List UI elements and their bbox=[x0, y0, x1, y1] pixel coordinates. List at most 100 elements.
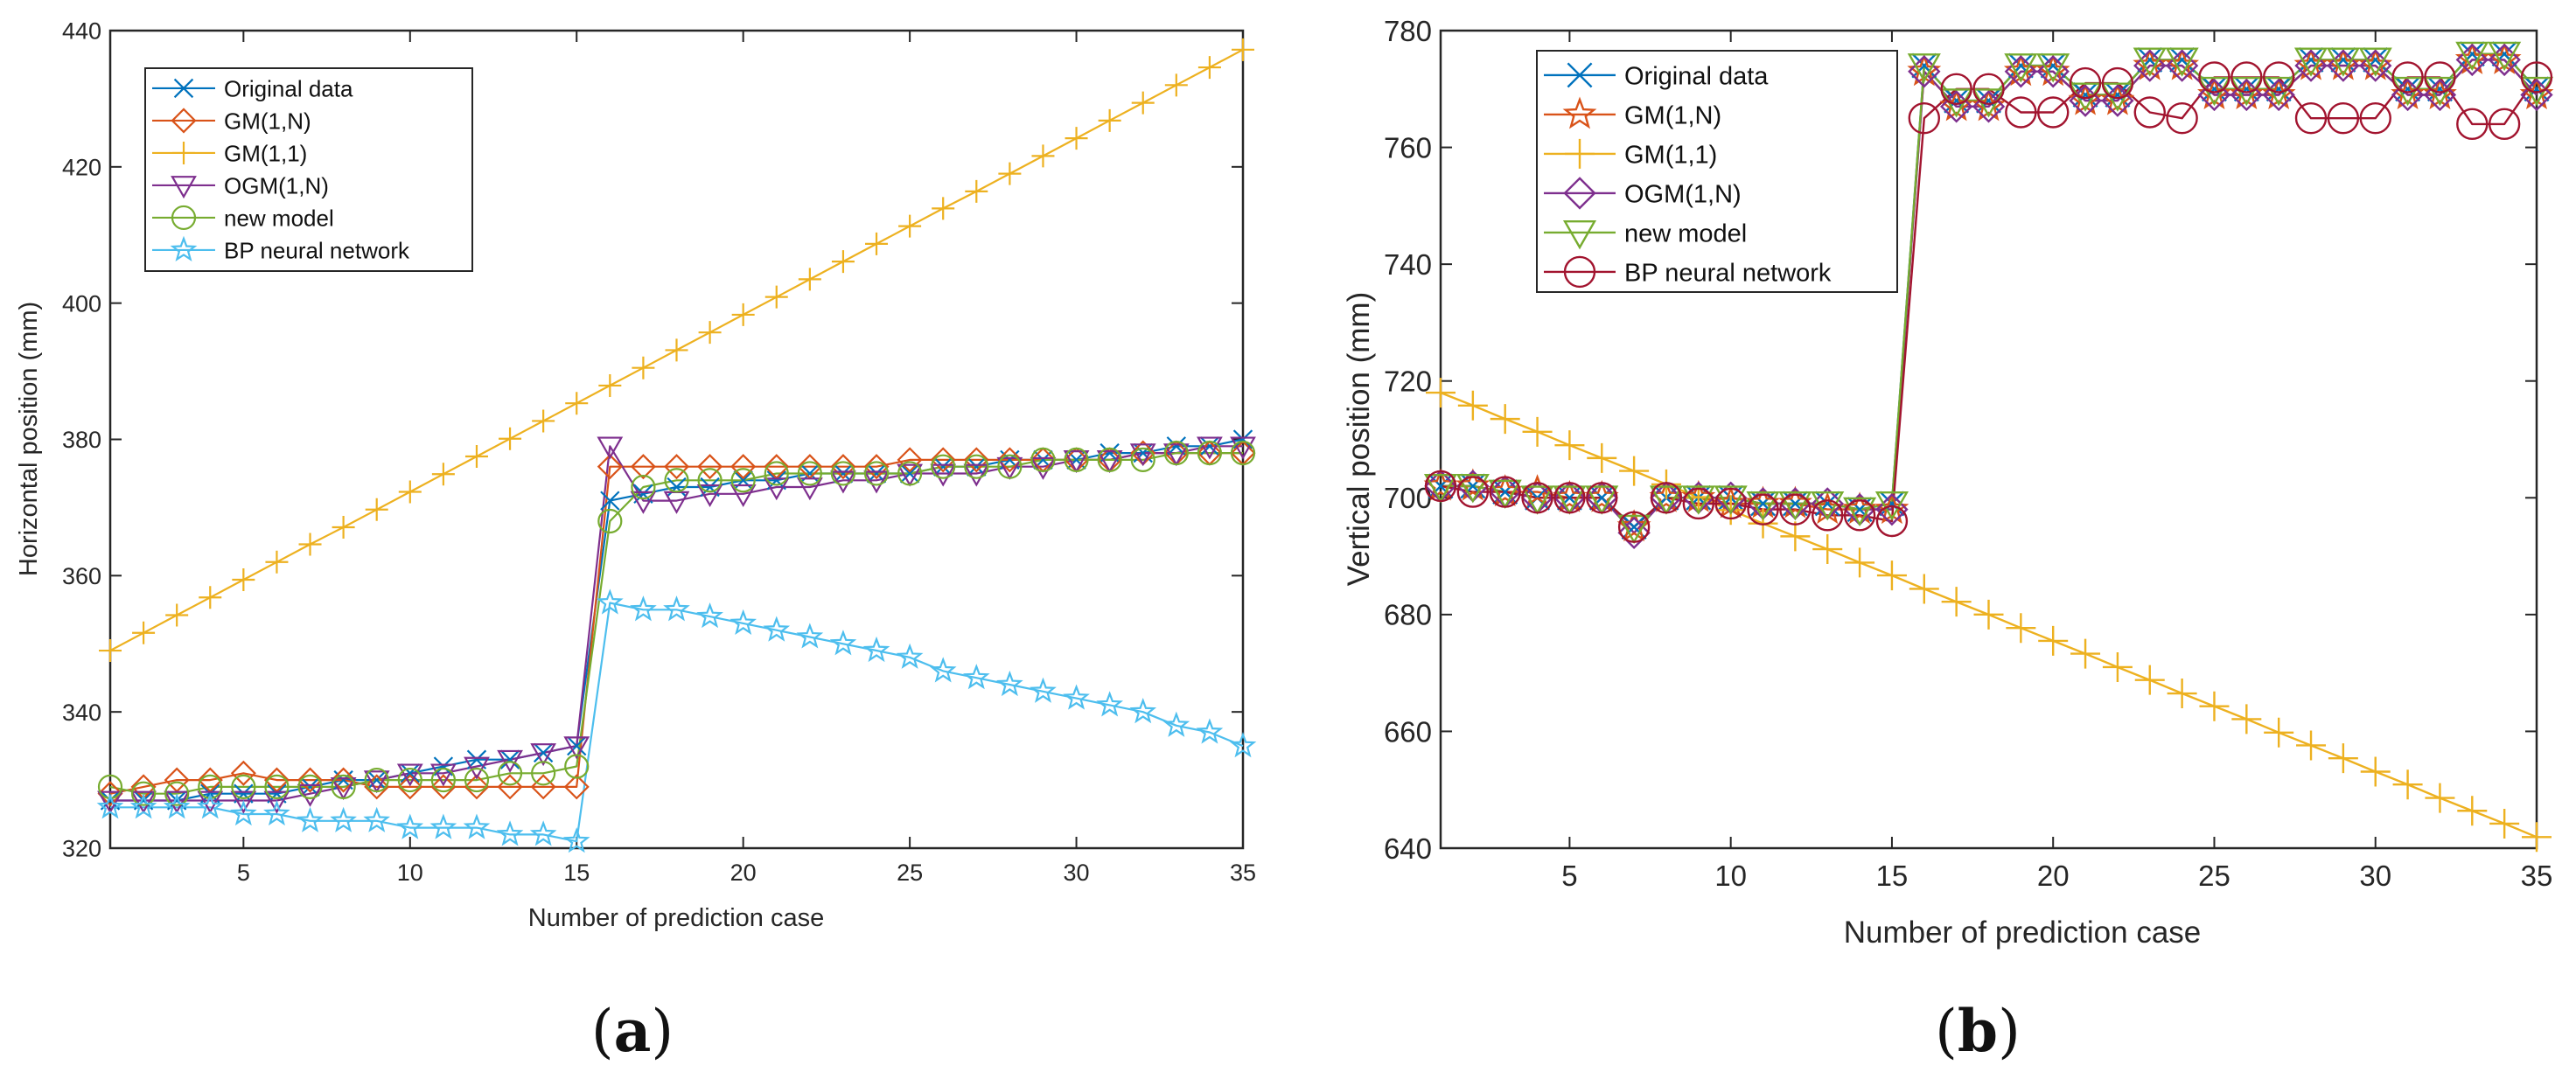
data-point bbox=[2457, 796, 2488, 826]
data-point bbox=[1714, 485, 1748, 515]
legend: Original data GM(1,N) GM(1,1) OGM(1,N) new m… bbox=[144, 67, 473, 272]
data-point bbox=[1845, 547, 1875, 578]
legend-entry-label: new model bbox=[224, 205, 334, 231]
data-point bbox=[265, 550, 289, 574]
series-line-5 bbox=[110, 602, 1244, 843]
data-point bbox=[1681, 485, 1715, 515]
data-point bbox=[663, 595, 690, 622]
legend-entry-label: BP neural network bbox=[224, 237, 410, 263]
data-point bbox=[197, 790, 224, 814]
data-point bbox=[363, 806, 391, 832]
data-point bbox=[831, 250, 855, 274]
data-point bbox=[733, 470, 753, 491]
y-tick-label: 780 bbox=[1384, 15, 1432, 47]
data-point bbox=[2391, 61, 2424, 94]
data-point bbox=[663, 454, 690, 480]
data-point bbox=[932, 197, 955, 220]
data-point bbox=[530, 774, 556, 800]
data-point bbox=[2520, 78, 2553, 112]
panel-label-b: (b) bbox=[1935, 997, 2021, 1065]
data-point bbox=[431, 463, 455, 486]
axis-ticks: 5 10 15 20 25 30 35 640 660 680 700 720 740 760 780 bbox=[1384, 15, 2552, 892]
data-point bbox=[2166, 101, 2198, 135]
data-point bbox=[1747, 493, 1779, 526]
data-point bbox=[830, 461, 856, 486]
data-point bbox=[1650, 482, 1683, 514]
data-point bbox=[2491, 41, 2517, 67]
data-point bbox=[1030, 677, 1057, 703]
data-point bbox=[330, 806, 357, 832]
data-point bbox=[565, 392, 589, 415]
data-point bbox=[1424, 470, 1457, 503]
data-point bbox=[1874, 491, 1909, 521]
data-point bbox=[130, 790, 157, 814]
data-point bbox=[464, 767, 490, 793]
data-point bbox=[1129, 698, 1157, 724]
data-point bbox=[730, 484, 757, 508]
data-point bbox=[499, 427, 522, 450]
data-point bbox=[2392, 769, 2423, 800]
data-point bbox=[697, 468, 723, 493]
series-markers bbox=[1423, 41, 2554, 853]
data-point bbox=[1230, 436, 1256, 460]
x-tick-label: 20 bbox=[2037, 860, 2070, 892]
data-point bbox=[164, 781, 190, 806]
data-point bbox=[863, 470, 890, 494]
data-point bbox=[165, 603, 189, 627]
data-point bbox=[297, 767, 324, 793]
data-point bbox=[2524, 76, 2550, 102]
series-markers-2 bbox=[99, 38, 1254, 663]
data-point bbox=[1812, 534, 1843, 565]
data-point bbox=[97, 790, 123, 814]
data-point bbox=[1879, 491, 1905, 517]
data-point bbox=[1973, 599, 2004, 630]
data-point bbox=[1163, 440, 1189, 466]
data-point bbox=[2262, 78, 2295, 112]
data-point bbox=[1488, 479, 1522, 510]
data-point bbox=[2165, 49, 2199, 82]
legend-entry-label: BP neural network bbox=[1624, 259, 1832, 287]
x-tick-label: 35 bbox=[1230, 860, 1256, 886]
data-point bbox=[1426, 378, 1456, 408]
x-tick-label: 15 bbox=[563, 860, 590, 886]
legend-swatch-marker bbox=[1565, 138, 1595, 169]
data-point bbox=[1939, 90, 1973, 123]
data-point bbox=[1457, 390, 1488, 421]
x-tick-label: 5 bbox=[237, 860, 250, 886]
data-point bbox=[862, 636, 890, 663]
data-point bbox=[630, 595, 657, 622]
data-point bbox=[1490, 404, 1520, 435]
data-point bbox=[363, 770, 390, 794]
legend-swatch-marker bbox=[172, 141, 195, 164]
data-point bbox=[1940, 73, 1972, 105]
legend-entry-label: Original data bbox=[224, 75, 353, 101]
data-point bbox=[863, 454, 890, 480]
data-point bbox=[2488, 41, 2522, 72]
data-point bbox=[1520, 485, 1554, 515]
data-point bbox=[997, 454, 1023, 479]
y-tick-label: 700 bbox=[1384, 482, 1432, 514]
y-tick-label: 320 bbox=[62, 836, 101, 862]
data-point bbox=[1064, 447, 1089, 472]
data-point bbox=[2262, 61, 2295, 94]
data-point bbox=[865, 232, 889, 255]
data-point bbox=[830, 454, 856, 480]
y-tick-label: 340 bbox=[62, 700, 101, 726]
data-point bbox=[1489, 476, 1521, 508]
data-point bbox=[367, 769, 387, 790]
data-point bbox=[2007, 52, 2034, 79]
data-point bbox=[1553, 485, 1587, 515]
data-point bbox=[2488, 108, 2521, 141]
data-point bbox=[2298, 46, 2324, 73]
data-point bbox=[996, 456, 1023, 480]
data-point bbox=[400, 763, 420, 783]
data-point bbox=[331, 774, 356, 799]
legend-entry-label: OGM(1,N) bbox=[1624, 180, 1742, 208]
data-point bbox=[667, 477, 687, 498]
x-tick-label: 15 bbox=[1876, 860, 1909, 892]
data-point bbox=[1875, 505, 1909, 538]
data-point bbox=[2488, 43, 2521, 77]
data-point bbox=[632, 356, 655, 379]
data-point bbox=[396, 813, 424, 839]
data-point bbox=[397, 774, 423, 800]
